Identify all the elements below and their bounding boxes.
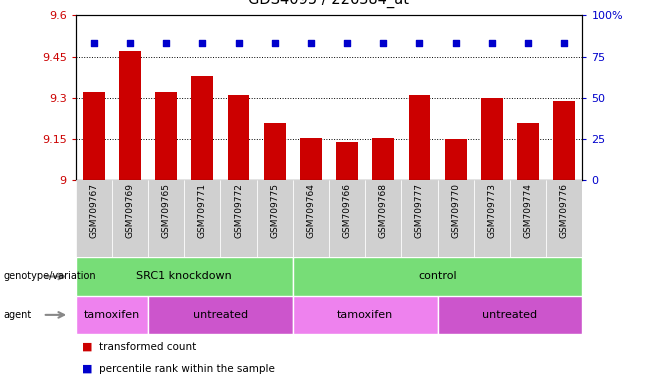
Bar [76,257,293,296]
Bar [184,180,220,257]
Point [378,40,388,46]
Bar [293,296,438,334]
Point [88,40,99,46]
Text: ■: ■ [82,364,93,374]
Bar [83,93,105,180]
Point [233,40,243,46]
Bar [445,139,467,180]
Bar [481,98,503,180]
Bar [438,296,582,334]
Text: GSM709770: GSM709770 [451,183,460,238]
Bar [409,95,430,180]
Bar [264,122,286,180]
Bar [220,180,257,257]
Bar [191,76,213,180]
Point [450,40,461,46]
Text: GSM709776: GSM709776 [560,183,569,238]
Bar [300,138,322,180]
Text: ■: ■ [82,341,93,352]
Text: GSM709767: GSM709767 [89,183,98,238]
Text: tamoxifen: tamoxifen [84,310,140,320]
Bar [293,257,582,296]
Text: GSM709775: GSM709775 [270,183,279,238]
Point [161,40,171,46]
Point [270,40,280,46]
Point [415,40,425,46]
Bar [76,180,112,257]
Text: percentile rank within the sample: percentile rank within the sample [99,364,274,374]
Text: GSM709772: GSM709772 [234,183,243,238]
Bar [474,180,510,257]
Bar [257,180,293,257]
Text: GSM709765: GSM709765 [162,183,170,238]
Point [559,40,570,46]
Bar [365,180,401,257]
Text: GSM709777: GSM709777 [415,183,424,238]
Point [342,40,353,46]
Bar [517,122,539,180]
Bar [148,296,293,334]
Bar [148,180,184,257]
Text: GSM709769: GSM709769 [126,183,134,238]
Text: agent: agent [3,310,32,320]
Text: SRC1 knockdown: SRC1 knockdown [136,271,232,281]
Text: GSM709766: GSM709766 [343,183,351,238]
Bar [438,180,474,257]
Bar [510,180,546,257]
Text: transformed count: transformed count [99,341,196,352]
Bar [228,95,249,180]
Bar [336,142,358,180]
Text: untreated: untreated [482,310,538,320]
Bar [293,180,329,257]
Text: untreated: untreated [193,310,248,320]
Text: GSM709773: GSM709773 [488,183,496,238]
Point [197,40,207,46]
Text: tamoxifen: tamoxifen [337,310,393,320]
Text: control: control [418,271,457,281]
Bar [329,180,365,257]
Bar [112,180,148,257]
Text: GSM709771: GSM709771 [198,183,207,238]
Bar [119,51,141,180]
Text: GDS4095 / 226384_at: GDS4095 / 226384_at [249,0,409,8]
Bar [155,93,177,180]
Point [522,40,533,46]
Point [305,40,316,46]
Point [486,40,497,46]
Bar [553,101,575,180]
Text: genotype/variation: genotype/variation [3,271,96,281]
Bar [372,138,394,180]
Point [124,40,136,46]
Bar [76,296,148,334]
Bar [401,180,438,257]
Bar [546,180,582,257]
Text: GSM709774: GSM709774 [524,183,532,238]
Text: GSM709768: GSM709768 [379,183,388,238]
Text: GSM709764: GSM709764 [307,183,315,238]
